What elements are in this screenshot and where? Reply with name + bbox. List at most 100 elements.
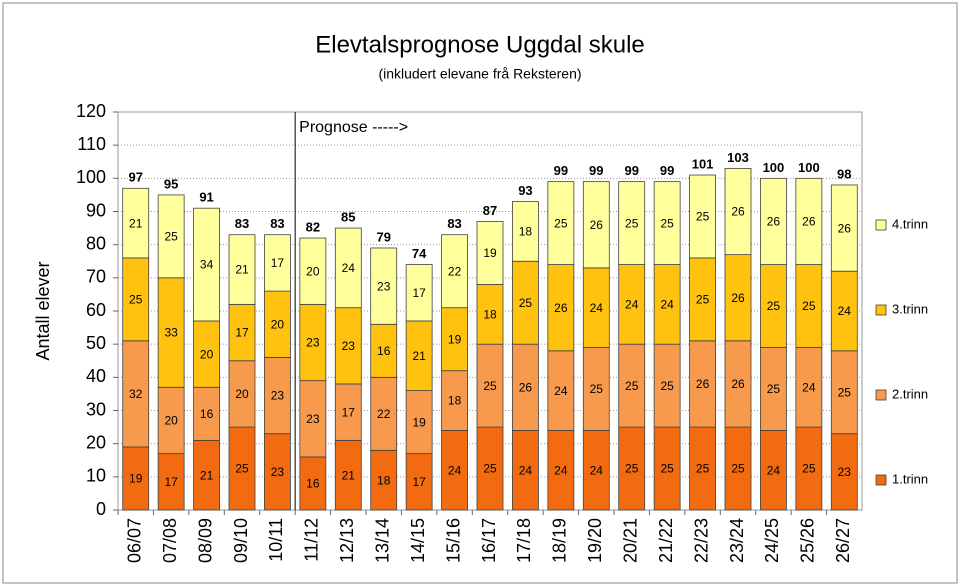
bar-segment <box>157 453 185 511</box>
data-label: 21 <box>342 468 356 482</box>
total-label: 99 <box>554 163 568 178</box>
x-tick-label: 24/25 <box>762 518 782 563</box>
bar-segment <box>547 264 575 352</box>
data-label: 23 <box>271 465 285 479</box>
data-label: 16 <box>306 477 320 491</box>
data-label: 32 <box>129 387 143 401</box>
y-tick-label: 110 <box>77 134 106 154</box>
x-tick-label: 08/09 <box>195 518 215 563</box>
bar-segment <box>299 303 327 382</box>
data-label: 19 <box>483 246 497 260</box>
bar-segment <box>157 386 185 455</box>
data-label: 22 <box>377 407 391 421</box>
total-label: 99 <box>624 163 638 178</box>
data-label: 25 <box>767 299 781 313</box>
bar-segment <box>122 187 150 259</box>
data-label: 25 <box>590 382 604 396</box>
data-label: 17 <box>235 326 249 340</box>
total-label: 83 <box>447 216 461 231</box>
bar-segment <box>476 221 504 285</box>
bar-segment <box>441 234 468 309</box>
legend-swatch <box>875 304 887 316</box>
data-label: 25 <box>483 462 497 476</box>
bar-segment <box>441 307 468 372</box>
data-label: 24 <box>519 463 533 477</box>
bar-segment <box>370 449 398 511</box>
bar-segment <box>830 270 858 352</box>
bar-segment <box>830 350 858 435</box>
y-tick-label: 10 <box>86 466 106 486</box>
x-tick-label: 09/10 <box>231 518 251 563</box>
data-label: 19 <box>448 332 462 346</box>
bar-segment <box>370 323 398 378</box>
data-label: 25 <box>767 382 781 396</box>
data-label: 26 <box>802 215 816 229</box>
bar-segment <box>405 264 433 322</box>
data-label: 18 <box>519 225 533 239</box>
data-label: 20 <box>164 414 178 428</box>
bar-segment <box>689 340 716 428</box>
data-label: 23 <box>838 465 852 479</box>
data-label: 25 <box>625 216 639 230</box>
data-label: 25 <box>696 462 710 476</box>
data-label: 23 <box>271 389 285 403</box>
data-label: 26 <box>590 218 604 232</box>
bar-segment <box>334 227 362 309</box>
data-label: 25 <box>660 216 674 230</box>
bar-segment <box>193 439 220 511</box>
x-tick-label: 06/07 <box>124 518 144 563</box>
total-label: 103 <box>727 150 749 165</box>
bar-segment <box>299 456 327 511</box>
bar-segment <box>760 264 787 348</box>
legend-swatch <box>875 389 887 401</box>
total-label: 99 <box>589 163 603 178</box>
bar-segment <box>653 343 681 428</box>
bar-segment <box>228 426 256 511</box>
data-label: 21 <box>235 263 249 277</box>
data-label: 24 <box>838 304 852 318</box>
bar-segment <box>724 167 752 256</box>
total-label: 93 <box>518 183 532 198</box>
x-tick-label: 21/22 <box>656 518 676 563</box>
data-label: 24 <box>554 463 568 477</box>
y-tick-label: 50 <box>86 333 106 353</box>
total-label: 101 <box>692 156 714 171</box>
y-tick-label: 90 <box>86 200 106 220</box>
bar-segment <box>122 257 150 342</box>
data-label: 21 <box>412 349 426 363</box>
data-label: 16 <box>377 344 391 358</box>
data-label: 20 <box>235 387 249 401</box>
bar-segment <box>830 184 858 272</box>
data-label: 25 <box>660 379 674 393</box>
data-label: 25 <box>731 462 745 476</box>
data-label: 26 <box>696 377 710 391</box>
data-label: 25 <box>802 299 816 313</box>
total-label: 99 <box>660 163 674 178</box>
data-label: 34 <box>200 258 214 272</box>
data-label: 18 <box>377 473 391 487</box>
data-label: 24 <box>660 298 674 312</box>
y-tick-label: 0 <box>96 499 106 519</box>
bar-segment <box>228 303 256 362</box>
bar-segment <box>228 360 256 428</box>
bar-segment <box>476 426 504 511</box>
bar-segment <box>547 181 575 265</box>
bar-segment <box>405 453 433 511</box>
data-label: 20 <box>306 264 320 278</box>
bar-segment <box>582 181 610 269</box>
bar-segment <box>370 247 398 325</box>
y-tick-label: 40 <box>86 366 106 386</box>
total-label: 91 <box>199 190 213 205</box>
bar-segment <box>157 277 185 388</box>
data-label: 26 <box>838 221 852 235</box>
x-tick-label: 13/14 <box>372 518 392 563</box>
data-label: 17 <box>342 405 356 419</box>
total-label: 79 <box>376 229 390 244</box>
total-label: 83 <box>235 216 249 231</box>
bar-segment <box>618 264 646 345</box>
total-label: 98 <box>837 166 851 181</box>
data-label: 25 <box>838 385 852 399</box>
bar-segment <box>370 376 398 451</box>
data-label: 25 <box>802 462 816 476</box>
x-tick-label: 11/12 <box>302 518 322 562</box>
